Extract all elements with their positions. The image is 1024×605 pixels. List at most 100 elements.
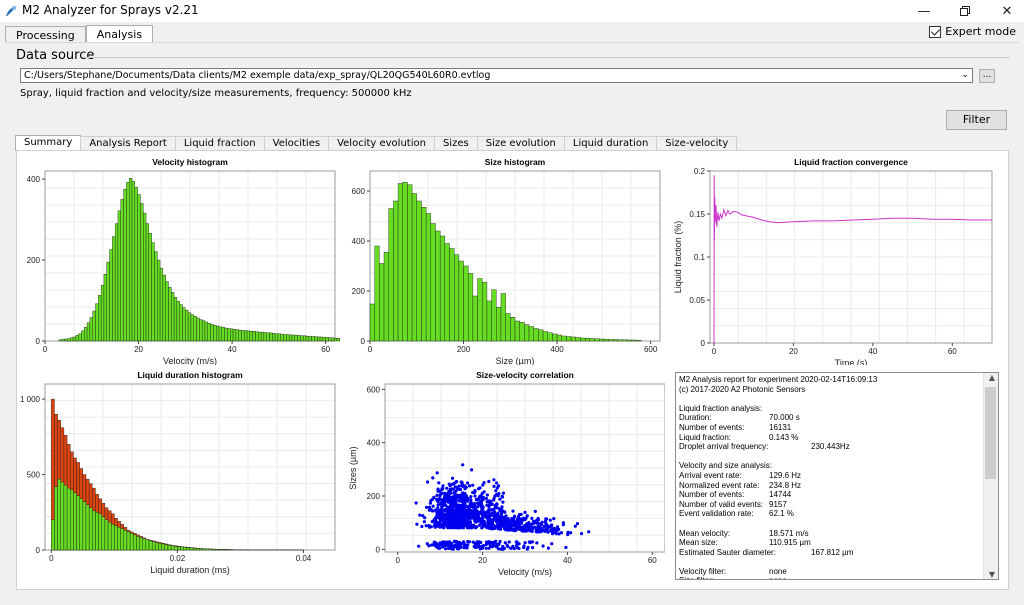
restore-button[interactable] [948,0,982,22]
scatter-point [511,509,515,513]
tab-summary[interactable]: Summary [15,135,82,151]
scatter-point [552,526,556,530]
velocity-bar [81,330,85,342]
velocity-bar [75,335,79,342]
scatter-point [432,540,436,544]
scatter-point [518,517,522,521]
report-value: 16131 [769,422,792,432]
duration-green-bar [73,492,77,551]
browse-button[interactable]: ... [979,69,995,83]
tab-processing[interactable]: Processing [5,26,86,43]
scatter-point [463,543,467,547]
scatter-point [579,532,584,536]
tab-size-evolution[interactable]: Size evolution [476,136,565,151]
title-bar: M2 Analyzer for Sprays v2.21 — ✕ [0,0,1024,22]
filter-button[interactable]: Filter [946,110,1007,130]
size-bar [561,335,567,342]
scatter-point [463,484,467,488]
scroll-thumb[interactable] [985,387,996,479]
scatter-point [550,532,555,536]
size-bar [463,265,469,342]
velocity-bar [98,295,102,342]
velocity-bar [95,303,99,342]
velocity-bar [274,333,279,342]
scatter-point [566,533,570,537]
scatter-point [541,544,545,548]
scatter-point [430,543,434,547]
duration-green-bar [129,533,134,551]
lf-svg: Liquid fraction convergence 0 20 40 60 0 0.05 0… [673,157,993,365]
report-header-line: M2 Analysis report for experiment 2020-0… [679,375,878,384]
tab-sizes[interactable]: Sizes [433,136,478,151]
scatter-point [484,515,488,519]
size-bar [393,200,399,342]
scatter-point [553,531,557,535]
analysis-report-text[interactable]: M2 Analysis report for experiment 2020-0… [675,372,999,580]
scatter-point [451,518,455,522]
y-axis-label: Sizes (µm) [348,446,358,489]
scatter-point [496,511,500,515]
scatter-point [418,513,422,517]
scatter-point [478,523,482,527]
report-value: 167.812 µm [811,547,854,557]
y-tick-label: 500 [27,471,41,480]
minimize-button[interactable]: — [907,0,941,22]
velocity-bar [322,337,326,342]
scatter-point [455,520,459,524]
app-logo-icon [6,6,16,16]
scatter-point [487,503,491,507]
close-button[interactable]: ✕ [990,0,1024,22]
scroll-up-icon[interactable]: ▲ [988,373,995,382]
scatter-point [442,526,446,530]
duration-green-bar [82,501,87,551]
duration-green-bar [196,548,200,551]
scatter-point [435,513,439,517]
report-content: M2 Analysis report for experiment 2020-0… [679,375,982,579]
y-tick-label: 400 [352,237,366,246]
size-bar [510,317,516,342]
scatter-point [466,481,470,485]
scatter-point [470,468,474,472]
scatter-point [479,540,483,545]
scatter-point [421,514,425,518]
data-source-path-combo[interactable]: C:/Users/Stephane/Documents/Data clients… [20,68,973,83]
duration-green-bar [136,536,140,551]
scatter-point [481,514,485,518]
scatter-point [446,500,450,504]
report-row: Mean size: 110.915 µm [679,538,982,548]
scatter-point [515,540,519,544]
report-value: 14744 [769,490,792,500]
tab-liquid-fraction[interactable]: Liquid fraction [174,136,265,151]
scatter-point [474,510,478,514]
scatter-point [533,509,537,513]
duration-green-bar [202,548,206,551]
report-key: Normalized event rate: [679,480,760,490]
scatter-point [465,509,469,513]
size-bar [519,322,525,342]
expert-mode-toggle[interactable]: Expert mode [929,25,1016,38]
scatter-point [492,484,496,488]
tab-size-velocity[interactable]: Size-velocity [656,136,738,151]
expert-mode-checkbox[interactable] [929,25,942,38]
scroll-down-icon[interactable]: ▼ [988,570,995,579]
tab-analysis[interactable]: Analysis [85,25,154,43]
scatter-point [451,482,455,486]
tab-velocity-evolution[interactable]: Velocity evolution [328,136,435,151]
duration-green-bar [120,528,125,551]
scatter-point [461,503,465,507]
scatter-point [438,541,442,545]
scatter-point [493,526,497,530]
tab-analysis-report[interactable]: Analysis Report [80,136,176,151]
chevron-down-icon[interactable]: ⌄ [961,70,969,80]
duration-green-bar [189,547,194,551]
report-scrollbar[interactable]: ▲ ▼ [983,373,998,579]
scatter-point [436,503,440,507]
report-row: Normalized event rate: 234.8 Hz [679,481,982,491]
tab-velocities[interactable]: Velocities [263,136,330,151]
scatter-point [521,527,525,531]
velocity-bar [154,251,158,342]
tab-liquid-duration[interactable]: Liquid duration [563,136,658,151]
scatter-point [453,514,458,519]
scatter-point [471,483,475,487]
size-bar [613,339,619,342]
